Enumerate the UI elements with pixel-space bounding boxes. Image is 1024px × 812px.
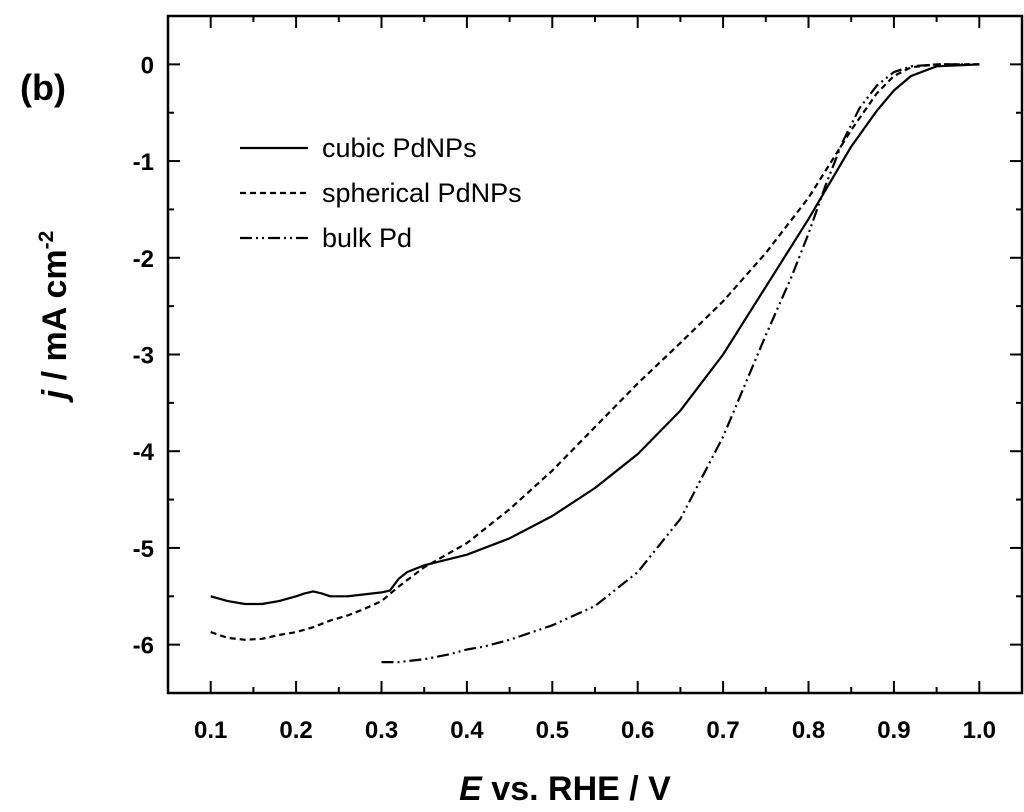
panel-label: (b) xyxy=(20,67,66,108)
x-tick-label: 1.0 xyxy=(963,717,996,744)
y-tick-label: -1 xyxy=(133,149,154,176)
minor-ticks xyxy=(168,16,1022,693)
y-tick-label: -3 xyxy=(133,343,154,370)
x-tick-label: 0.7 xyxy=(706,717,739,744)
x-axis-title: E vs. RHE / V xyxy=(459,770,671,808)
y-tick-label: -2 xyxy=(133,246,154,273)
series-line-3 xyxy=(381,63,980,664)
legend-label-3: bulk Pd xyxy=(322,223,412,253)
legend-label-1: cubic PdNPs xyxy=(322,133,477,163)
x-tick-label: 0.5 xyxy=(536,717,569,744)
x-tick-label: 0.2 xyxy=(279,717,312,744)
x-tick-label: 0.8 xyxy=(792,717,825,744)
x-tick-label: 0.3 xyxy=(365,717,398,744)
series-line-1 xyxy=(210,63,980,606)
x-tick-label: 0.9 xyxy=(877,717,910,744)
legend: cubic PdNPs spherical PdNPs bulk Pd xyxy=(240,133,522,253)
x-tick-labels: 0.1 0.2 0.3 0.4 0.5 0.6 0.7 0.8 0.9 1.0 xyxy=(194,717,996,744)
series-lines xyxy=(210,63,980,664)
y-tick-label: 0 xyxy=(141,52,154,79)
y-tick-labels: 0 -1 -2 -3 -4 -5 -6 xyxy=(133,52,155,659)
x-axis-title-text: vs. RHE / V xyxy=(482,770,671,808)
x-tick-label: 0.1 xyxy=(194,717,227,744)
y-tick-label: -6 xyxy=(133,633,154,660)
x-tick-label: 0.4 xyxy=(450,717,484,744)
y-tick-label: -5 xyxy=(133,536,154,563)
y-axis-title-text: / mA cm xyxy=(36,249,74,389)
y-tick-label: -4 xyxy=(133,439,155,466)
y-axis-title-symbol: j xyxy=(36,388,74,403)
y-axis-title-exponent: -2 xyxy=(35,231,58,250)
x-tick-label: 0.6 xyxy=(621,717,654,744)
x-axis-title-symbol: E xyxy=(459,770,483,808)
major-ticks xyxy=(168,16,1022,693)
series-line-2 xyxy=(210,63,980,641)
legend-label-2: spherical PdNPs xyxy=(322,178,522,208)
plot-frame xyxy=(166,14,1024,695)
y-axis-title: j / mA cm-2 xyxy=(35,231,74,404)
